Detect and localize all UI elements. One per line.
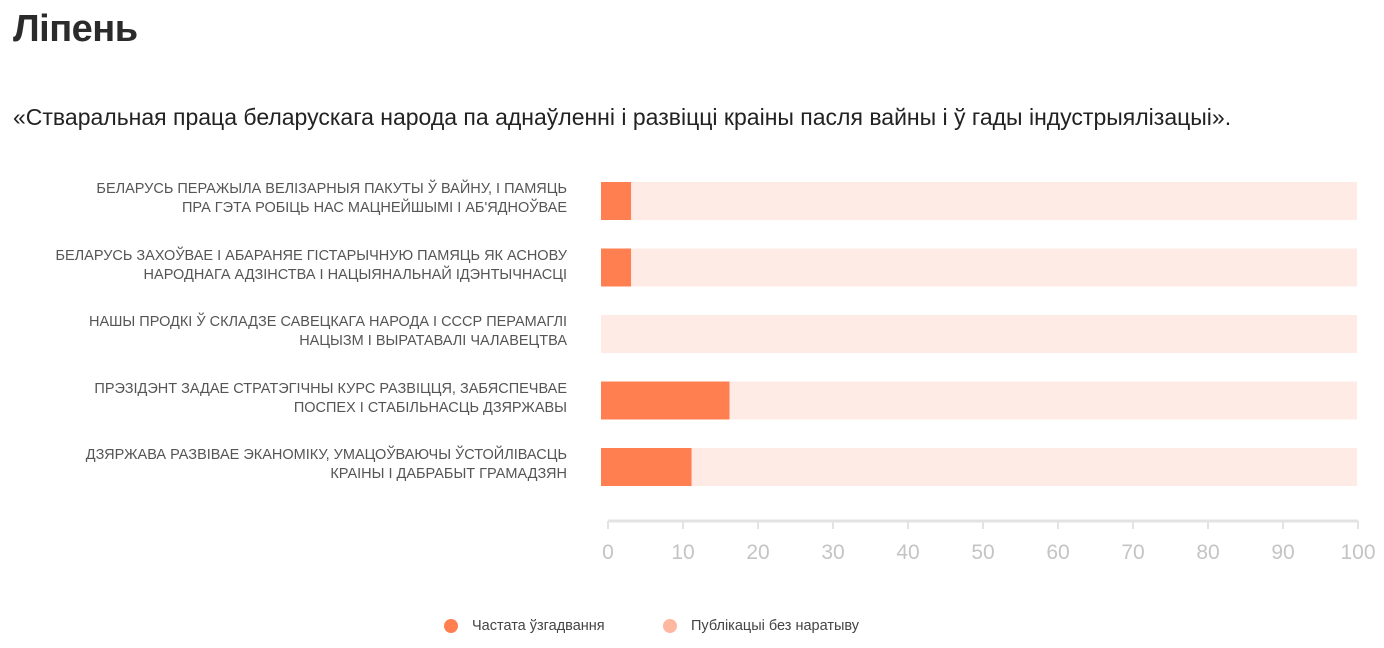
bar-frequency[interactable]	[601, 448, 692, 486]
category-label-line: Прэзідэнт задае стратэгічны курс развіцц…	[94, 380, 567, 397]
bar-no-narrative[interactable]	[631, 248, 1357, 287]
bar-frequency[interactable]	[601, 381, 730, 420]
category-label: Беларусь перажыла велізарныя пакуты ў ва…	[0, 180, 567, 218]
bar-no-narrative[interactable]	[729, 381, 1358, 420]
category-label-line: краіны і дабрабыт грамадзян	[330, 466, 567, 482]
legend-item-no-narrative[interactable]: Публікацыі без наратыву	[663, 615, 859, 637]
legend-label-frequency: Частата ўзгадвання	[472, 618, 605, 634]
category-label: Прэзідэнт задае стратэгічны курс развіцц…	[0, 380, 567, 418]
category-label-line: нацызм і выратавалі чалавецтва	[299, 333, 567, 349]
legend-label-no-narrative: Публікацыі без наратыву	[691, 618, 860, 634]
legend-item-frequency[interactable]: Частата ўзгадвання	[444, 615, 605, 637]
x-tick-label: 40	[896, 541, 919, 564]
bar-frequency[interactable]	[601, 248, 632, 287]
x-tick-label: 50	[971, 541, 994, 564]
category-label-line: Беларусь захоўвае і абараняе гістарычную…	[55, 247, 567, 264]
x-tick-label: 0	[602, 541, 614, 564]
category-label: Нашы продкі ў складзе савецкага народа і…	[0, 313, 567, 351]
bar-frequency[interactable]	[601, 182, 632, 220]
x-tick-label: 60	[1046, 541, 1069, 564]
x-tick-label: 20	[746, 541, 769, 564]
bar-no-narrative[interactable]	[691, 448, 1357, 486]
category-label-line: народнага адзінства і нацыянальнай ідэнт…	[143, 266, 567, 283]
page-title: Ліпень	[13, 8, 138, 50]
category-label: Беларусь захоўвае і абараняе гістарычную…	[0, 247, 567, 285]
x-tick-label: 100	[1340, 541, 1375, 564]
bar-no-narrative[interactable]	[601, 315, 1357, 353]
category-label-line: Беларусь перажыла велізарныя пакуты ў ва…	[96, 181, 567, 197]
x-tick-label: 80	[1196, 541, 1219, 564]
x-tick-label: 30	[821, 541, 844, 564]
category-label: Дзяржава развівае эканоміку, умацоўваючы…	[0, 446, 567, 484]
category-label-line: пра гэта робіць нас мацнейшымі і аб'ядно…	[181, 200, 567, 216]
legend-marker-frequency	[444, 619, 458, 633]
x-tick-label: 70	[1121, 541, 1144, 564]
bar-chart: 0 10 20 30 40 50 60 70 80 90 100	[601, 182, 1376, 564]
x-tick-label: 90	[1271, 541, 1294, 564]
chart-title: «Стваральная праца беларускага народа па…	[13, 104, 1232, 130]
legend-marker-no-narrative	[663, 619, 677, 633]
legend: Частата ўзгадвання Публікацыі без нараты…	[0, 615, 1384, 637]
category-label-line: Дзяржава развівае эканоміку, умацоўваючы…	[85, 447, 567, 463]
bar-no-narrative[interactable]	[631, 182, 1357, 220]
x-tick-label: 10	[671, 541, 694, 564]
category-label-line: Нашы продкі ў складзе савецкага народа і…	[89, 314, 567, 330]
category-label-line: поспех і стабільнасць дзяржавы	[293, 399, 567, 416]
